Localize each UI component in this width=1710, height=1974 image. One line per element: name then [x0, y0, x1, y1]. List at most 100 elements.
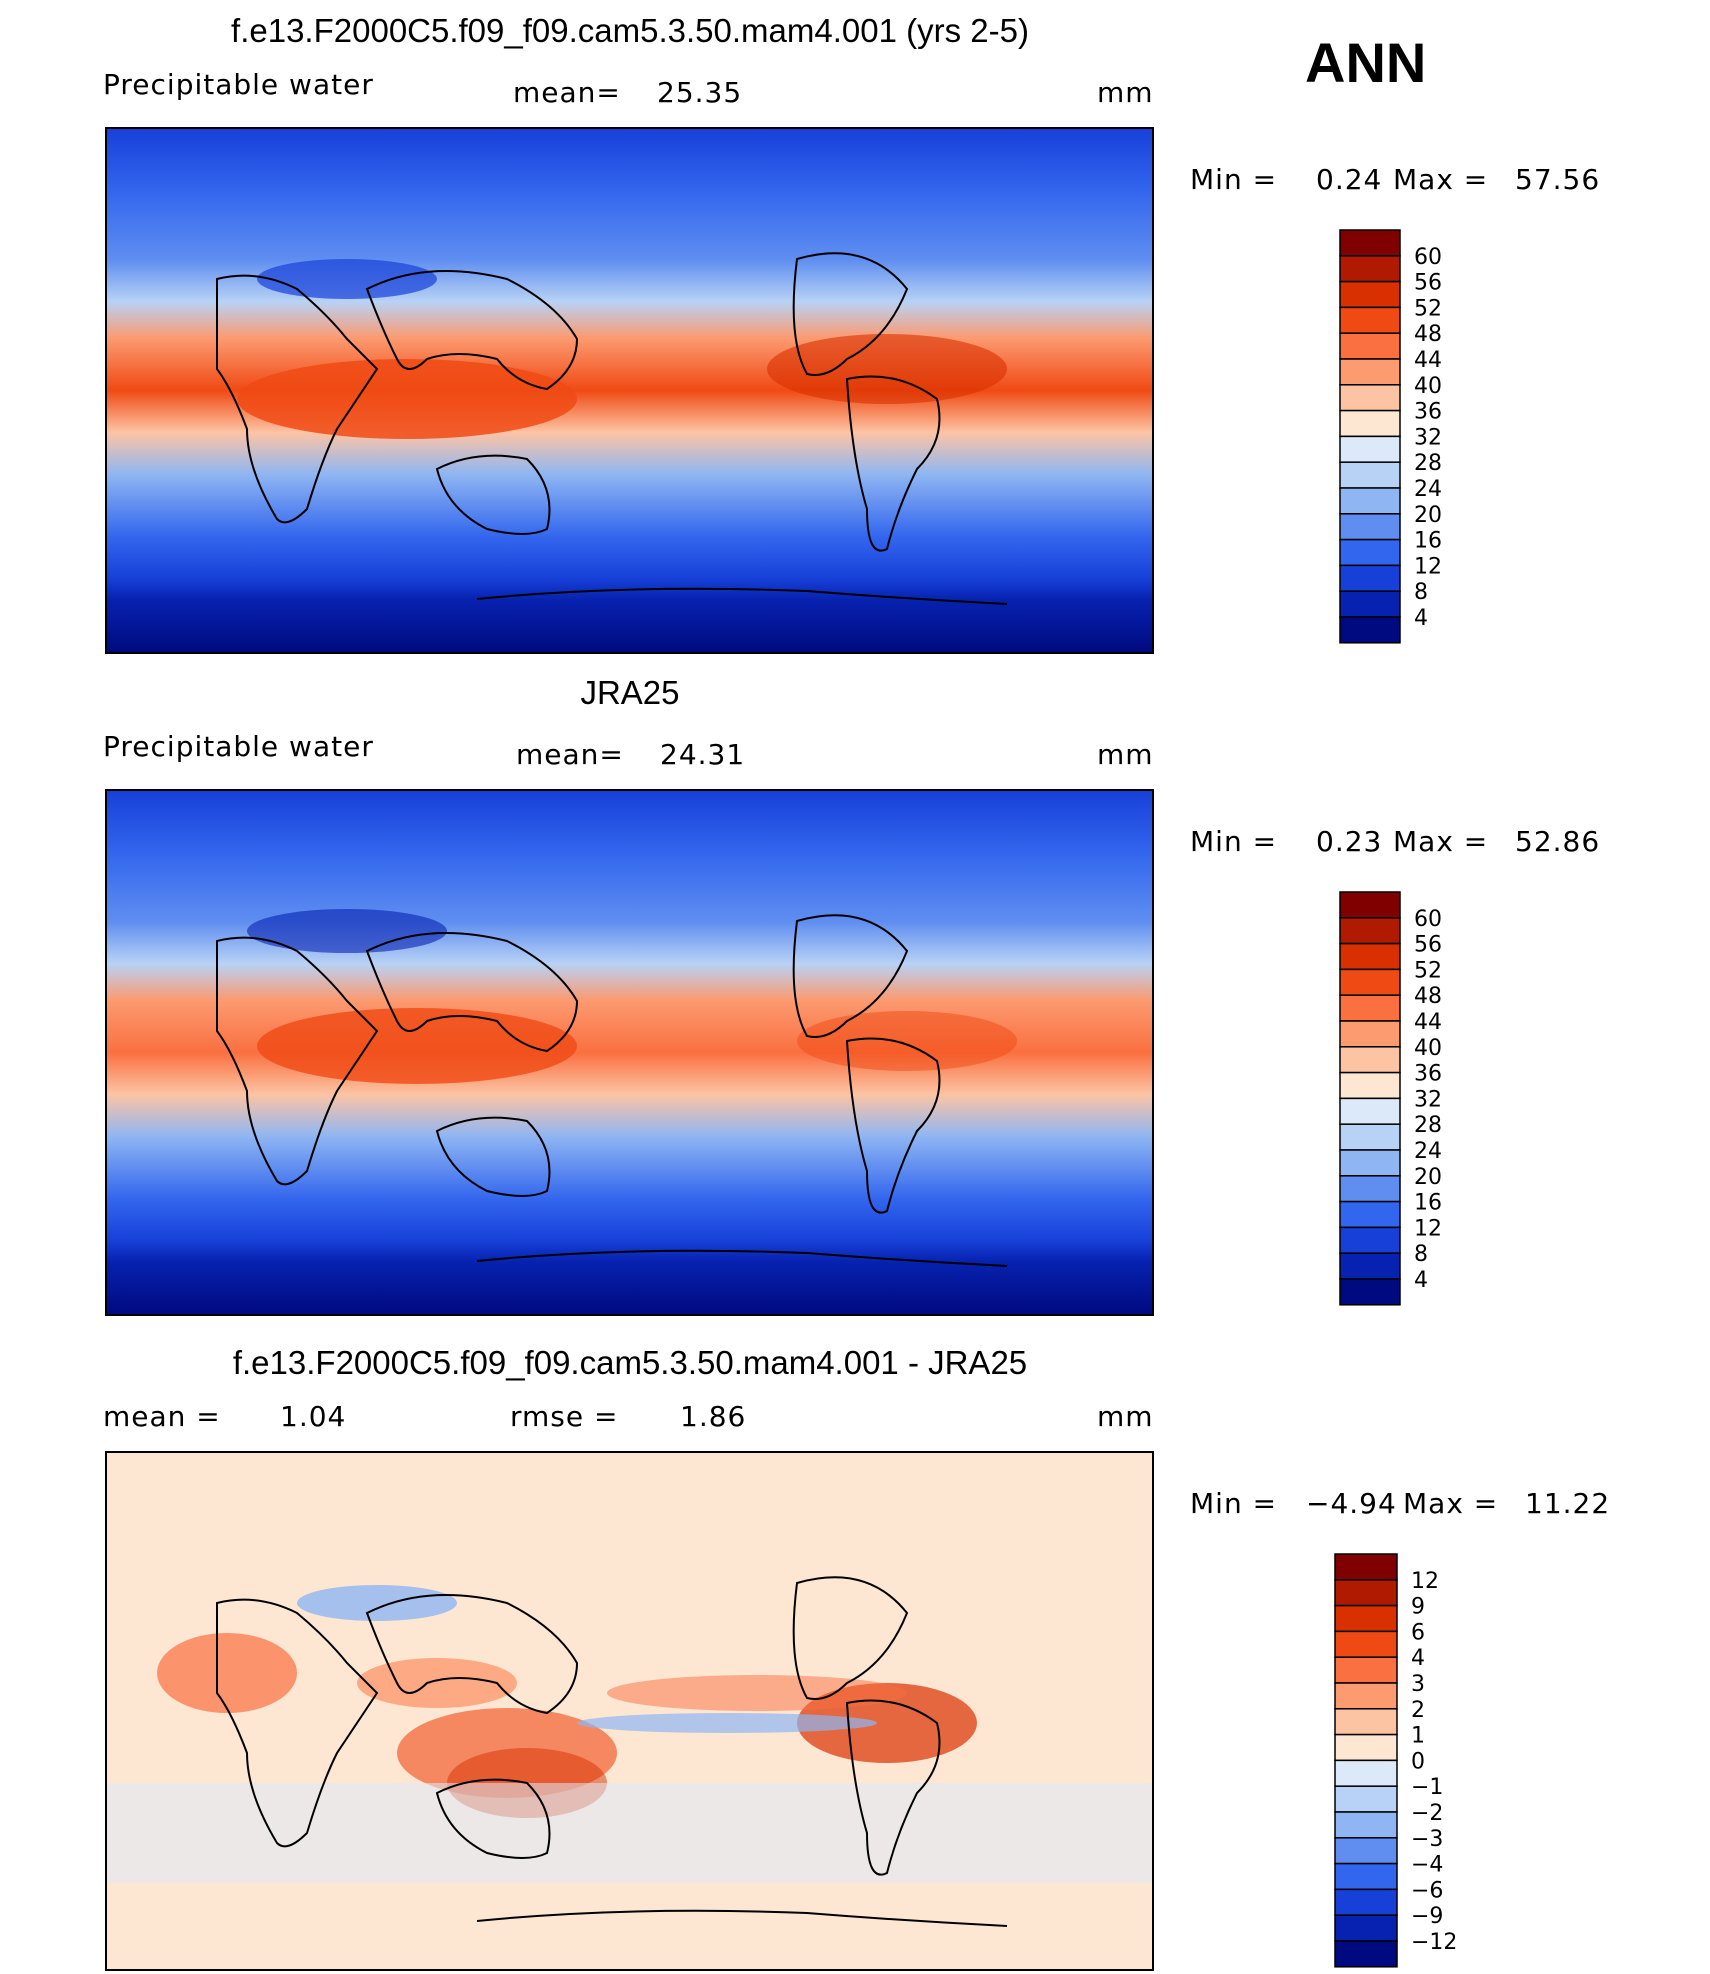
- panel-1-colorbar-box: [1339, 461, 1401, 489]
- panel-1-coastlines: [216, 252, 1008, 605]
- panel-3-colorbar-label: 9: [1411, 1595, 1425, 1620]
- panel-1-colorbar-box: [1339, 513, 1401, 541]
- panel-3-mean-value: 1.04: [280, 1400, 347, 1433]
- panel-3-colorbar-box: [1334, 1708, 1398, 1736]
- panel-1-colorbar-label: 56: [1414, 271, 1442, 296]
- panel-2-colorbar-box: [1339, 917, 1401, 945]
- panel-1-units: mm: [1097, 76, 1154, 109]
- panel-3-colorbar-box: [1334, 1733, 1398, 1762]
- panel-2-colorbar-box: [1339, 1071, 1401, 1100]
- panel-2-colorbar-box: [1339, 1200, 1401, 1229]
- panel-3-colorbar-box: [1334, 1862, 1398, 1891]
- panel-2-colorbar-box: [1339, 994, 1401, 1022]
- panel-2-colorbar-box: [1339, 1097, 1401, 1125]
- panel-2-colorbar-box: [1339, 891, 1401, 919]
- panel-3-southern-band: [107, 1783, 1152, 1883]
- panel-1-colorbar-box: [1339, 487, 1401, 515]
- panel-2-colorbar-label: 28: [1414, 1113, 1442, 1138]
- panel-1-colorbar-label: 16: [1414, 529, 1442, 554]
- panel-3-colorbar-box: [1334, 1553, 1398, 1581]
- panel-2-colorbar-label: 32: [1414, 1087, 1442, 1112]
- panel-2-colorbar-box: [1339, 1226, 1401, 1254]
- panel-1-colorbar-label: 12: [1414, 554, 1442, 579]
- panel-2-colorbar-label: 24: [1414, 1139, 1442, 1164]
- panel-1-max-value: 57.56: [1515, 163, 1601, 196]
- panel-3-colorbar-label: 1: [1411, 1724, 1425, 1749]
- panel-3-colorbar-box: [1334, 1604, 1398, 1633]
- panel-3-colorbar-label: 12: [1411, 1569, 1439, 1594]
- panel-3-pacific-itcz-positive: [607, 1675, 907, 1711]
- panel-1-colorbar-box: [1339, 358, 1401, 386]
- panel-1-tibet-dry: [257, 259, 437, 299]
- panel-1-map: [105, 127, 1154, 654]
- panel-3-colorbar-box: [1334, 1811, 1398, 1839]
- panel-1-colorbar-box: [1339, 590, 1401, 618]
- panel-3-colorbar-label: −9: [1411, 1904, 1443, 1929]
- panel-1-colorbar-label: 20: [1414, 503, 1442, 528]
- panel-3-india-positive: [357, 1658, 517, 1708]
- panel-3-title: f.e13.F2000C5.f09_f09.cam5.3.50.mam4.001…: [232, 1344, 1028, 1381]
- panel-3-units: mm: [1097, 1400, 1154, 1433]
- panel-3-colorbar-label: −2: [1411, 1801, 1443, 1826]
- panel-2-variable-label: Precipitable water: [103, 730, 374, 763]
- panel-3-max-value: 11.22: [1525, 1487, 1611, 1520]
- panel-1-min-value: 0.24: [1316, 163, 1383, 196]
- panel-1-colorbar-label: 28: [1414, 451, 1442, 476]
- panel-3-map: [105, 1451, 1154, 1971]
- panel-2-units: mm: [1097, 738, 1154, 771]
- panel-3-colorbar-box: [1334, 1682, 1398, 1710]
- panel-3-tibet-negative: [297, 1585, 457, 1621]
- panel-2-min-value: 0.23: [1316, 825, 1383, 858]
- panel-3-colorbar-box: [1334, 1837, 1398, 1865]
- panel-3-colorbar-label: −6: [1411, 1878, 1443, 1903]
- panel-3-colorbar-box: [1334, 1630, 1398, 1658]
- panel-1-variable-label: Precipitable water: [103, 68, 374, 101]
- panel-3-field: [107, 1453, 1152, 1969]
- panel-1-min-label: Min =: [1190, 163, 1278, 196]
- panel-3-colorbar-label: 3: [1411, 1672, 1425, 1697]
- panel-3-colorbar-box: [1334, 1579, 1398, 1607]
- panel-3-min-label: Min =: [1190, 1487, 1278, 1520]
- panel-2-colorbar-label: 8: [1414, 1242, 1428, 1267]
- panel-2-colorbar-box: [1339, 1123, 1401, 1151]
- panel-1-colorbar-label: 60: [1414, 245, 1442, 270]
- panel-1-colorbar-label: 32: [1414, 425, 1442, 450]
- panel-2-colorbar-label: 60: [1414, 907, 1442, 932]
- panel-2-colorbar-label: 20: [1414, 1165, 1442, 1190]
- panel-3-min-value: −4.94: [1306, 1487, 1397, 1520]
- panel-1-colorbar: 60 56 52 48 44 40 36 32 28 24 20 16 12 8 4: [1339, 229, 1480, 646]
- panel-2-title: JRA25: [580, 674, 680, 711]
- panel-2-colorbar-label: 56: [1414, 933, 1442, 958]
- panel-1-colorbar-box: [1339, 332, 1401, 360]
- panel-2-atlantic-itcz: [797, 1011, 1017, 1071]
- panel-2-colorbar-box: [1339, 1020, 1401, 1048]
- panel-2-warm-pool: [257, 1008, 577, 1084]
- panel-3-colorbar-label: 0: [1411, 1749, 1425, 1774]
- panel-1-map-svg: [107, 129, 1152, 652]
- panel-2-colorbar-box: [1339, 1046, 1401, 1074]
- panel-2-tibet-dry: [247, 909, 447, 953]
- panel-1-colorbar-box: [1339, 538, 1401, 567]
- panel-2-map-svg: [107, 791, 1152, 1314]
- panel-1-max-label: Max =: [1393, 163, 1489, 196]
- panel-1-colorbar-box: [1339, 384, 1401, 412]
- panel-2-colorbar-label: 48: [1414, 984, 1442, 1009]
- panel-1-colorbar-label: 4: [1414, 606, 1428, 631]
- panel-2-min-label: Min =: [1190, 825, 1278, 858]
- panel-2-colorbar-label: 44: [1414, 1010, 1442, 1035]
- panel-3-colorbar-box: [1334, 1656, 1398, 1684]
- panel-2-max-label: Max =: [1393, 825, 1489, 858]
- panel-3-colorbar-box: [1334, 1914, 1398, 1942]
- panel-3-colorbar-label: −3: [1411, 1827, 1443, 1852]
- panel-3-colorbar-label: 2: [1411, 1698, 1425, 1723]
- panel-2-colorbar-box: [1339, 1149, 1401, 1177]
- panel-1-colorbar-label: 24: [1414, 477, 1442, 502]
- panel-3-coastlines: [216, 1576, 1008, 1927]
- panel-3-colorbar-label: −1: [1411, 1775, 1443, 1800]
- panel-2-colorbar-box: [1339, 1252, 1401, 1280]
- panel-2-colorbar-label: 36: [1414, 1062, 1442, 1087]
- panel-3-colorbar-label: −4: [1411, 1853, 1443, 1878]
- panel-2-colorbar-box: [1339, 1175, 1401, 1203]
